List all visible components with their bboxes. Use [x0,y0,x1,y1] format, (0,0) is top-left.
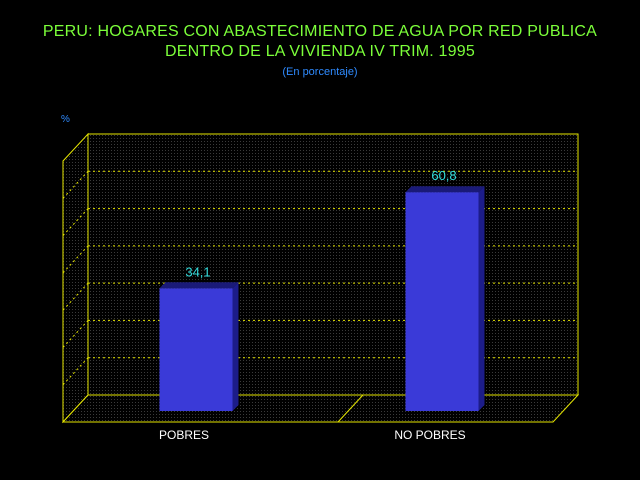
gridline-side [62,170,89,199]
bars [159,186,485,411]
data-label: 60,8 [431,168,456,183]
chart-subtitle: (En porcentaje) [282,66,358,78]
gridline-side [62,320,89,348]
gridline-side [62,208,89,236]
labels: 34,1 POBRES 60,8 NO POBRES [159,168,466,442]
gridline-side [62,282,89,311]
left-wall [62,132,89,424]
y-axis-label: % [61,114,70,125]
bar-top [405,186,485,193]
data-label: 34,1 [185,264,210,279]
plot-frame [61,132,580,424]
bar-top [159,282,239,289]
floor [61,394,580,423]
category-label: POBRES [159,428,209,442]
bar-side [478,186,485,411]
bar-side [232,282,239,411]
floor-divider [337,394,364,423]
chart-title-line-1: PERU: HOGARES CON ABASTECIMIENTO DE AGUA… [42,23,598,40]
gridline-side [62,245,89,274]
bar [159,288,233,411]
chart-title-line-2: DENTRO DE LA VIVIENDA IV TRIM. 1995 [165,43,475,60]
category-label: NO POBRES [394,428,465,442]
bar [405,192,479,411]
gridline-side [62,357,89,386]
